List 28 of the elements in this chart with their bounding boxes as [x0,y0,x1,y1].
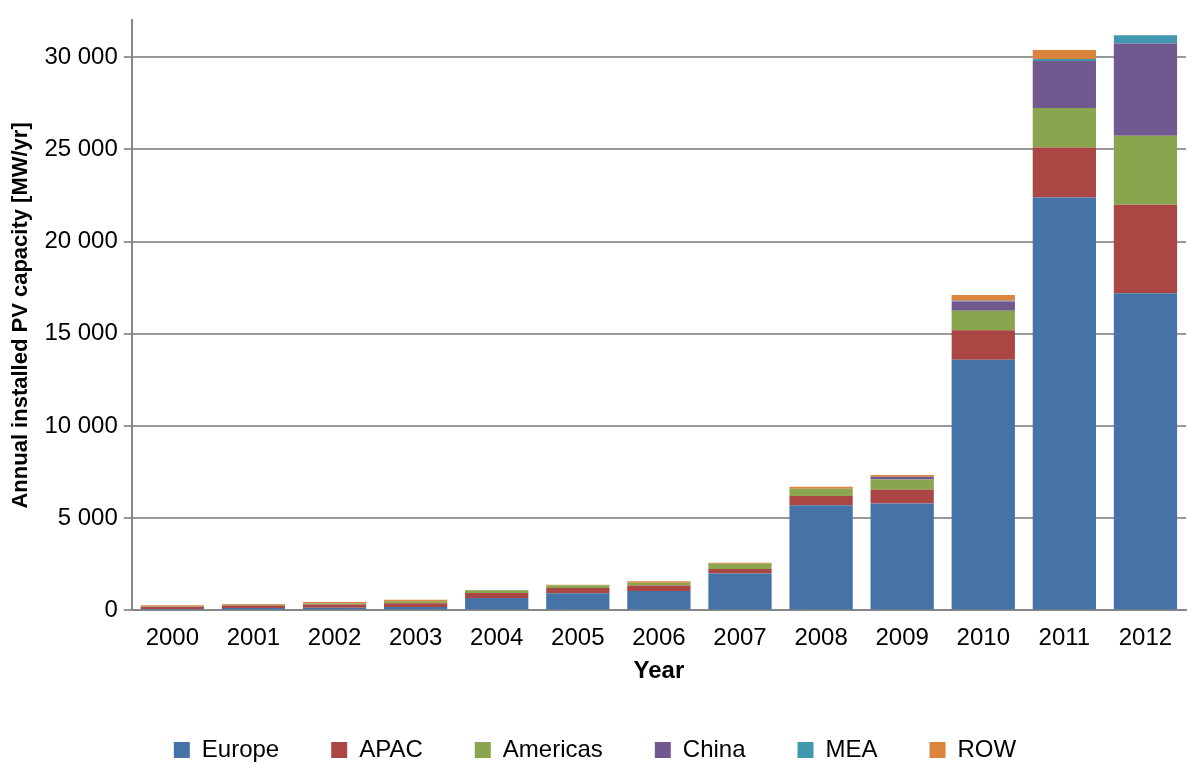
y-axis-title: Annual installed PV capacity [MW/yr] [7,122,33,509]
x-tick-label: 2010 [956,623,1010,651]
y-tick-label: 20 000 [44,226,118,254]
x-tick-label: 2005 [551,623,605,651]
x-tick-label: 2000 [145,623,200,651]
y-tick-label: 10 000 [44,410,118,438]
legend-label: China [682,734,747,762]
legend-label: Americas [502,734,603,762]
x-tick-label: 2003 [388,623,443,651]
x-tick-label: 2009 [875,623,929,651]
y-tick-label: 30 000 [44,41,118,69]
legend-label: MEA [825,734,878,762]
x-tick-label: 2008 [794,623,848,651]
legend-label: APAC [359,734,423,762]
x-tick-label: 2007 [713,623,767,651]
legend-label: ROW [957,734,1017,762]
y-tick-label: 25 000 [44,134,118,162]
x-tick-label: 2004 [470,623,524,651]
x-tick-label: 2006 [632,623,686,651]
y-tick-label: 15 000 [44,318,118,346]
x-tick-label: 2012 [1118,623,1173,651]
legend-label: Europe [201,734,280,762]
x-tick-label: 2001 [226,623,281,651]
y-tick-label: 5 000 [57,502,118,530]
y-tick-label: 0 [104,595,118,623]
x-tick-label: 2002 [307,623,362,651]
x-tick-label: 2011 [1038,623,1091,651]
x-axis-title: Year [633,656,685,684]
